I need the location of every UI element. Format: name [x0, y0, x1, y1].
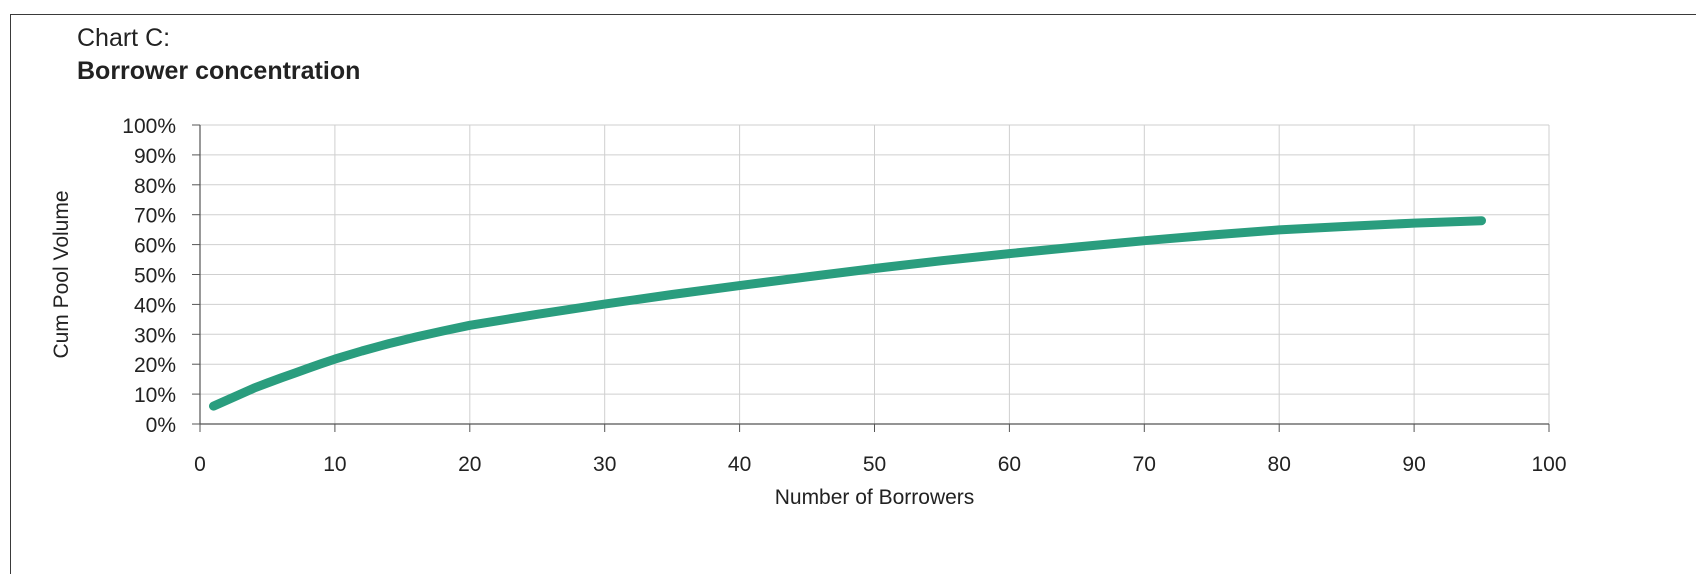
x-tick-label: 90 — [1402, 453, 1425, 476]
x-tick-label: 80 — [1268, 453, 1291, 476]
y-tick-label: 80% — [134, 175, 176, 198]
chart-frame — [10, 14, 1696, 574]
y-tick-label: 50% — [134, 265, 176, 288]
chart-title: Borrower concentration — [77, 57, 361, 85]
y-axis-label: Cum Pool Volume — [50, 190, 73, 358]
y-tick-label: 60% — [134, 235, 176, 258]
x-axis-label: Number of Borrowers — [775, 486, 975, 509]
chart-subtitle: Chart C: — [77, 24, 171, 52]
chart-header: Chart C: Borrower concentration — [77, 22, 360, 88]
y-tick-label: 20% — [134, 354, 176, 377]
x-tick-label: 50 — [863, 453, 886, 476]
y-tick-label: 30% — [134, 324, 176, 347]
x-tick-label: 10 — [323, 453, 346, 476]
y-tick-label: 90% — [134, 145, 176, 168]
y-tick-label: 10% — [134, 384, 176, 407]
x-tick-label: 0 — [194, 453, 206, 476]
series-group — [209, 216, 1486, 411]
x-tick-label: 70 — [1133, 453, 1156, 476]
y-tick-labels: 0% 10% 20% 30% 40% 50% 60% 70% 80% 90% 100% — [122, 115, 176, 437]
y-tick-label: 70% — [134, 205, 176, 228]
axes — [192, 124, 1550, 432]
x-tick-label: 100 — [1531, 453, 1566, 476]
x-tick-label: 40 — [728, 453, 751, 476]
x-tick-label: 20 — [458, 453, 481, 476]
y-tick-label: 40% — [134, 294, 176, 317]
x-tick-label: 60 — [998, 453, 1021, 476]
grid-lines — [200, 124, 1550, 424]
y-tick-label: 0% — [146, 414, 176, 437]
y-tick-label: 100% — [122, 115, 176, 138]
x-tick-labels: 0 10 20 30 40 50 60 70 80 90 100 — [194, 453, 1566, 476]
series-line — [209, 216, 1486, 411]
x-tick-label: 30 — [593, 453, 616, 476]
